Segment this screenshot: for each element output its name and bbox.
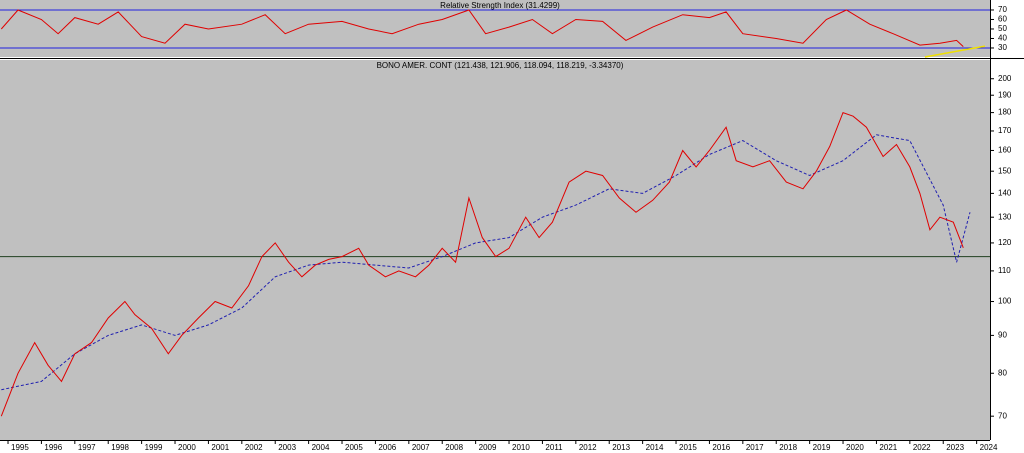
x-tick-label: 2011 — [545, 443, 563, 452]
x-tick-label: 2002 — [245, 443, 263, 452]
y-tick-label: 70 — [998, 5, 1007, 14]
x-tick-label: 2006 — [378, 443, 396, 452]
y-tick-label: 50 — [998, 24, 1007, 33]
x-tick-label: 2014 — [646, 443, 664, 452]
y-tick-label: 140 — [998, 188, 1012, 197]
y-tick-label: 30 — [998, 43, 1007, 52]
x-tick-label: 2017 — [746, 443, 764, 452]
y-tick-label: 100 — [998, 297, 1012, 306]
y-tick-label: 150 — [998, 166, 1012, 175]
y-tick-label: 110 — [998, 266, 1011, 275]
y-tick-label: 170 — [998, 126, 1012, 135]
x-tick-label: 1996 — [44, 443, 62, 452]
y-tick-label: 130 — [998, 212, 1012, 221]
x-tick-label: 2005 — [345, 443, 363, 452]
x-tick-label: 2015 — [679, 443, 697, 452]
x-tick-label: 2001 — [211, 443, 229, 452]
y-tick-label: 190 — [998, 90, 1012, 99]
y-tick-label: 200 — [998, 74, 1012, 83]
x-tick-label: 2023 — [946, 443, 964, 452]
price-title: BONO AMER. CONT (121.438, 121.906, 118.0… — [377, 61, 624, 70]
x-tick-label: 2022 — [913, 443, 931, 452]
x-tick-label: 2012 — [579, 443, 597, 452]
x-tick-label: 1998 — [111, 443, 129, 452]
y-tick-label: 180 — [998, 108, 1012, 117]
y-tick-label: 90 — [998, 331, 1007, 340]
y-tick-label: 80 — [998, 368, 1007, 377]
x-tick-label: 2009 — [479, 443, 497, 452]
x-tick-label: 2010 — [512, 443, 530, 452]
x-tick-label: 1997 — [78, 443, 96, 452]
x-tick-label: 2020 — [846, 443, 864, 452]
y-tick-label: 60 — [998, 15, 1007, 24]
price-line — [0, 9, 964, 47]
y-tick-label: 160 — [998, 146, 1012, 155]
x-tick-label: 2016 — [712, 443, 730, 452]
x-tick-label: 1995 — [11, 443, 29, 452]
x-tick-label: 2024 — [980, 443, 998, 452]
price-line — [0, 111, 964, 417]
trendline — [924, 45, 986, 58]
x-tick-label: 2013 — [612, 443, 630, 452]
y-tick-label: 120 — [998, 238, 1012, 247]
x-tick-label: 2003 — [278, 443, 296, 452]
x-tick-label: 2018 — [779, 443, 797, 452]
x-tick-label: 2021 — [879, 443, 897, 452]
rsi-title: Relative Strength Index (31.4299) — [440, 1, 560, 10]
y-tick-label: 70 — [998, 411, 1007, 420]
x-tick-label: 2007 — [412, 443, 430, 452]
x-tick-label: 2004 — [312, 443, 330, 452]
y-tick-label: 40 — [998, 34, 1007, 43]
price-panel — [0, 60, 990, 440]
x-tick-label: 2019 — [813, 443, 831, 452]
x-tick-label: 2008 — [445, 443, 463, 452]
moving-average — [1, 134, 971, 391]
x-tick-label: 2000 — [178, 443, 196, 452]
x-tick-label: 1999 — [145, 443, 163, 452]
